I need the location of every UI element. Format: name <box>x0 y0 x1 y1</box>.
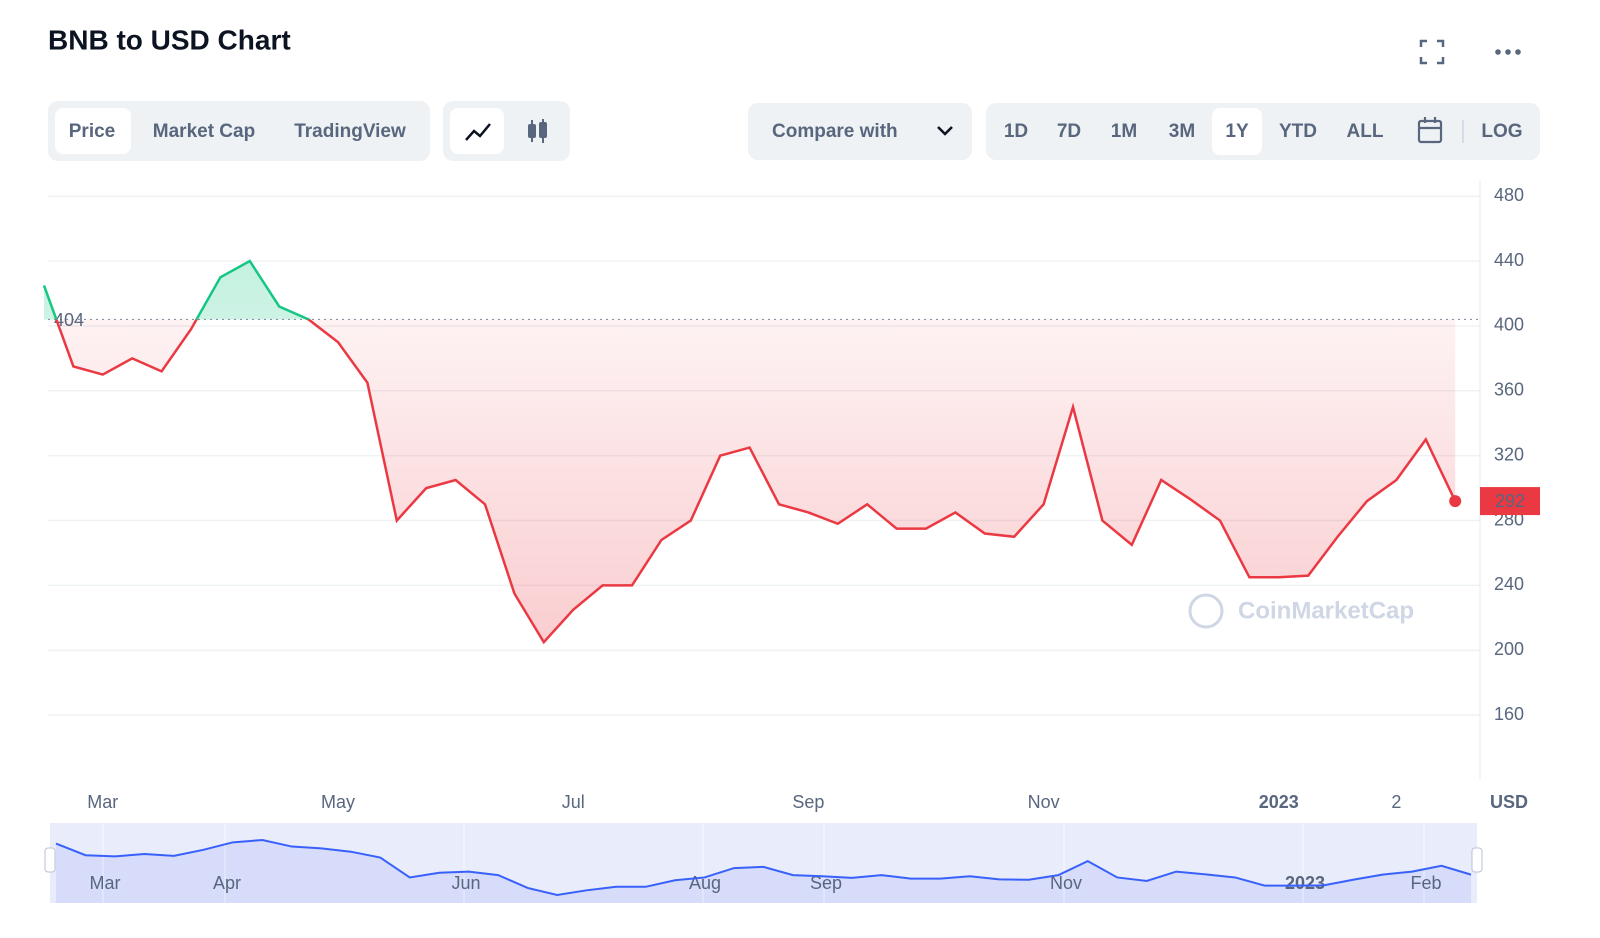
range-button[interactable]: YTD <box>1279 121 1317 142</box>
navigator-label: Feb <box>1410 873 1441 893</box>
fullscreen-icon[interactable] <box>1419 39 1445 65</box>
candle-icon[interactable] <box>528 119 547 143</box>
tab[interactable]: Market Cap <box>153 121 255 142</box>
y-axis-label: USD <box>1490 792 1528 812</box>
watermark-logo <box>1188 593 1224 629</box>
navigator-label: Apr <box>213 873 241 893</box>
x-tick-label: Nov <box>1028 792 1060 812</box>
navigator-area <box>56 840 1471 903</box>
y-tick-label: 200 <box>1494 639 1524 659</box>
navigator-line <box>55 838 1472 897</box>
range-button[interactable]: 1M <box>1111 121 1137 142</box>
calendar-icon[interactable] <box>1417 117 1443 144</box>
tab-active <box>55 108 131 154</box>
y-tick-label: 400 <box>1494 315 1524 335</box>
tab[interactable]: Price <box>69 121 115 142</box>
log-button[interactable]: LOG <box>1481 121 1522 142</box>
y-tick-label: 360 <box>1494 380 1524 400</box>
y-tick-label: 240 <box>1494 574 1524 594</box>
y-tick-label: 320 <box>1494 444 1524 464</box>
price-line-down <box>55 319 1457 645</box>
navigator-handle[interactable] <box>1471 847 1483 873</box>
line-icon[interactable] <box>465 123 491 141</box>
navigator-label: Jun <box>451 873 480 893</box>
y-tick-label: 480 <box>1494 185 1524 205</box>
price-line-up <box>42 259 311 320</box>
last-point <box>1449 495 1462 508</box>
x-tick-label: Jul <box>562 792 585 812</box>
navigator-handle[interactable] <box>44 847 56 873</box>
range-button[interactable]: 1D <box>1004 121 1028 142</box>
price-tag-label: 292 <box>1495 491 1525 511</box>
x-tick-label: Sep <box>792 792 824 812</box>
price-tag <box>1480 487 1540 516</box>
compare-dropdown[interactable] <box>748 103 972 160</box>
navigator-label: Nov <box>1050 873 1082 893</box>
range-button[interactable]: ALL <box>1347 121 1384 142</box>
x-tick-label: 2023 <box>1259 792 1299 812</box>
y-tick-label: 160 <box>1494 704 1524 724</box>
tab[interactable]: TradingView <box>294 121 406 142</box>
y-tick-label: 440 <box>1494 250 1524 270</box>
x-tick-label: Mar <box>87 792 118 812</box>
title: BNB to USD Chart <box>48 24 291 55</box>
compare-label: Compare with <box>772 121 898 142</box>
type-active[interactable] <box>450 108 504 154</box>
range-button[interactable]: 3M <box>1169 121 1195 142</box>
range-active <box>1212 108 1262 155</box>
tab-group <box>48 101 430 161</box>
x-tick-label: May <box>321 792 355 812</box>
x-tick-label: 2 <box>1391 792 1401 812</box>
range-button[interactable]: 7D <box>1057 121 1081 142</box>
navigator-label: Mar <box>90 873 121 893</box>
chevron <box>937 126 953 136</box>
navigator-label: Aug <box>689 873 721 893</box>
range-button[interactable]: 1Y <box>1225 121 1249 142</box>
area-down <box>56 319 1456 643</box>
range-group <box>986 103 1540 160</box>
watermark: CoinMarketCap <box>1238 597 1414 624</box>
more-icon[interactable] <box>1495 49 1521 55</box>
baseline-label: 404 <box>54 310 84 330</box>
navigator-label: 2023 <box>1285 873 1325 893</box>
